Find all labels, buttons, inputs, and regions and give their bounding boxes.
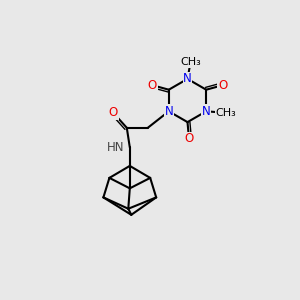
Text: HN: HN [107, 141, 124, 154]
Text: O: O [184, 132, 194, 145]
Text: N: N [164, 105, 173, 118]
Text: N: N [183, 72, 192, 86]
Text: CH₃: CH₃ [215, 108, 236, 118]
Text: O: O [148, 79, 157, 92]
Text: N: N [202, 105, 211, 118]
Text: CH₃: CH₃ [180, 57, 201, 68]
Text: O: O [109, 106, 118, 119]
Text: O: O [218, 79, 227, 92]
